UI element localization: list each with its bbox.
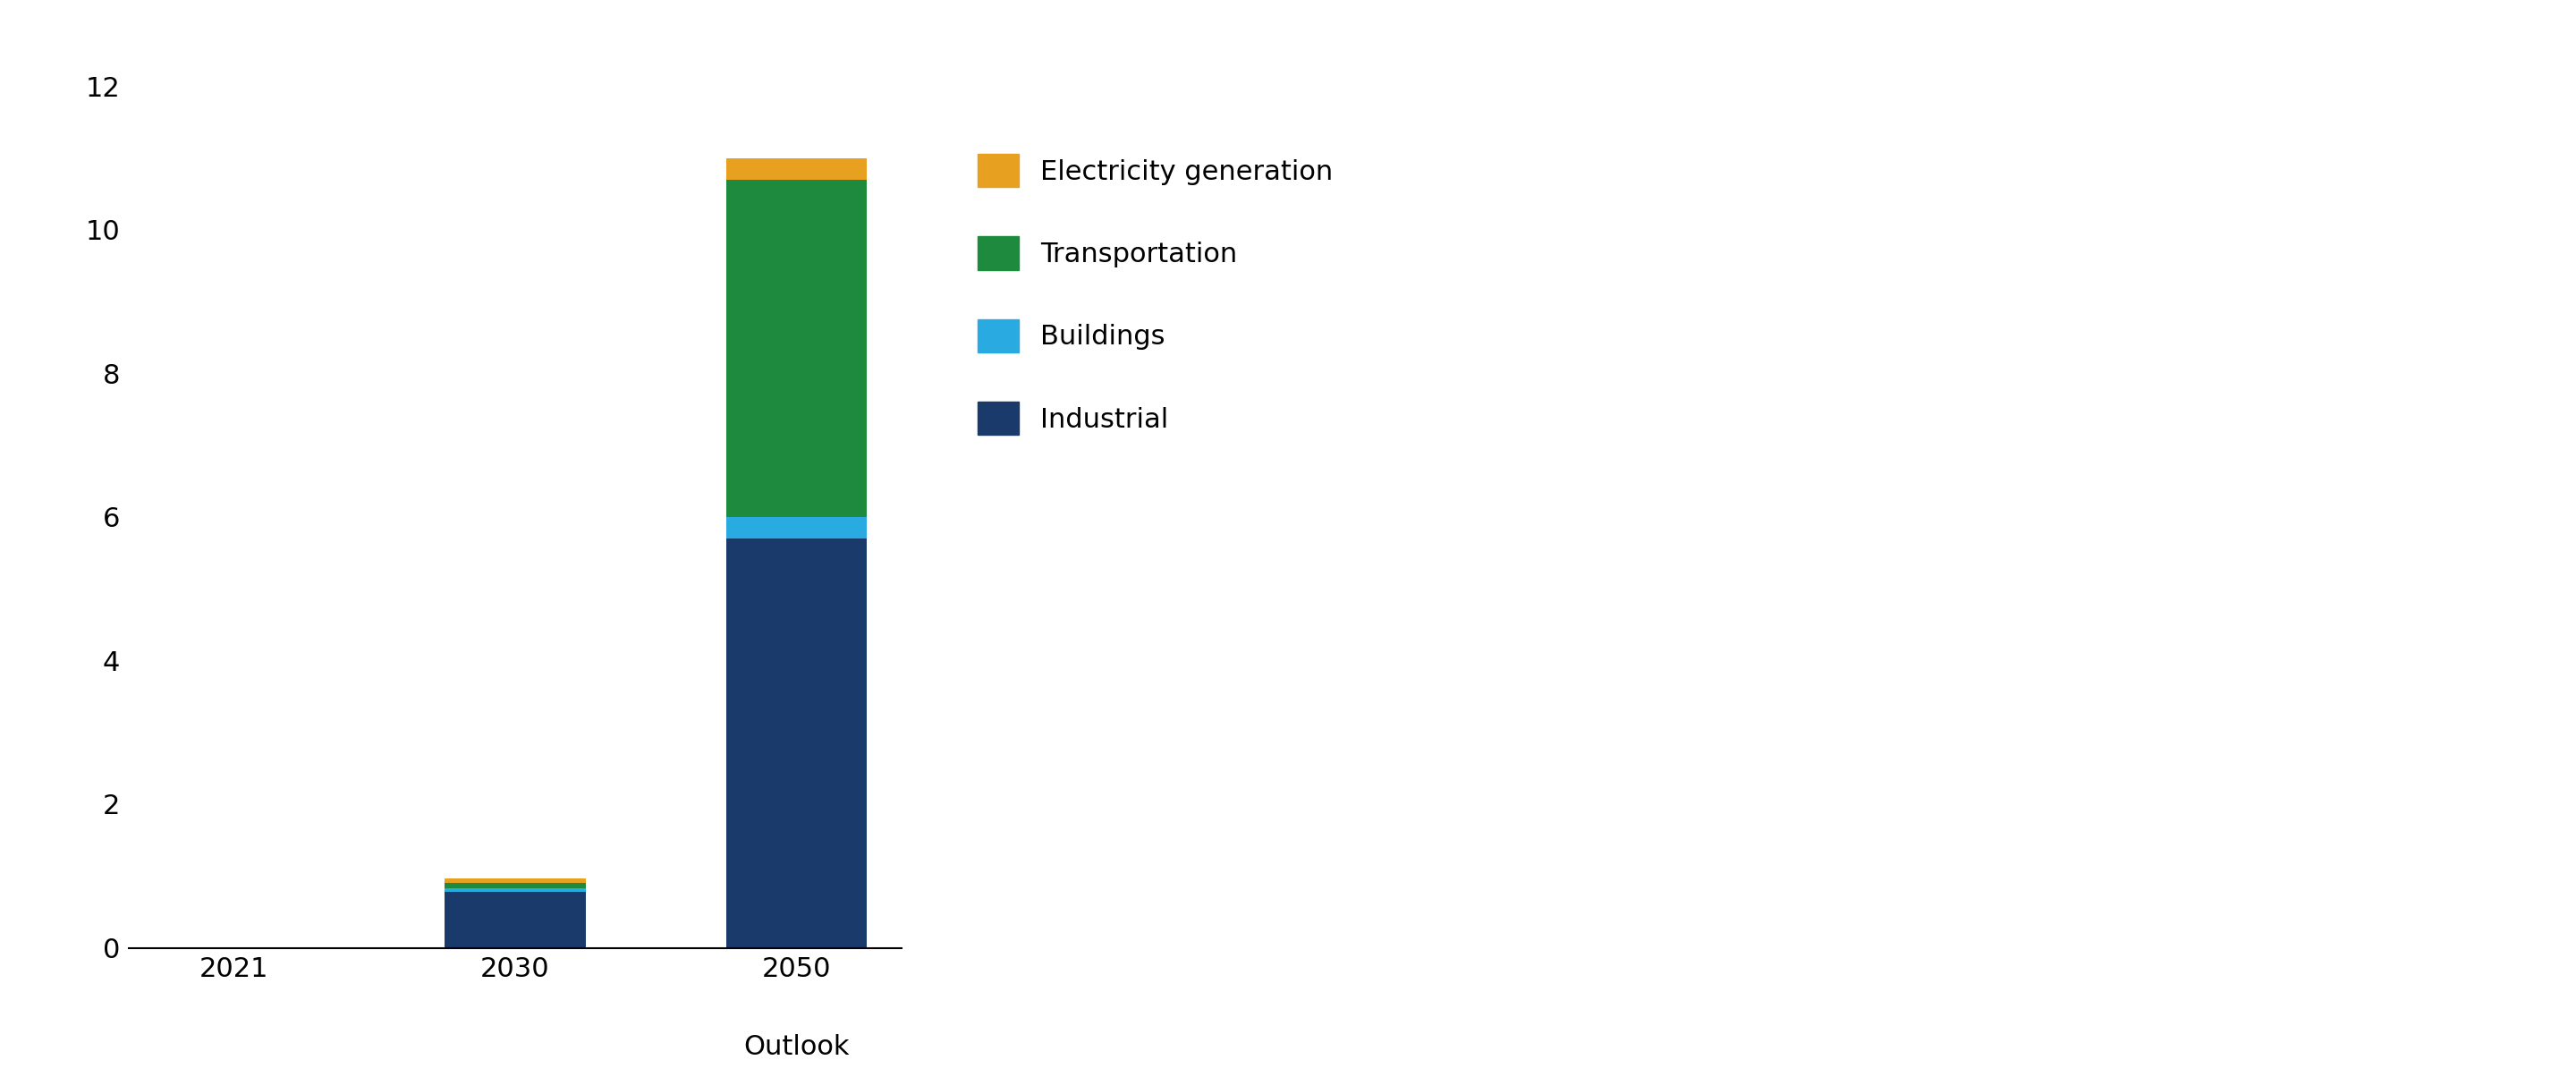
Bar xyxy=(726,158,866,180)
Bar xyxy=(726,180,866,517)
Bar xyxy=(446,892,585,948)
Bar xyxy=(446,883,585,889)
Bar xyxy=(726,538,866,948)
Text: Outlook: Outlook xyxy=(744,1034,850,1060)
Bar xyxy=(446,889,585,892)
Bar xyxy=(726,517,866,538)
Legend: Electricity generation, Transportation, Buildings, Industrial: Electricity generation, Transportation, … xyxy=(966,143,1345,446)
Bar xyxy=(446,878,585,883)
